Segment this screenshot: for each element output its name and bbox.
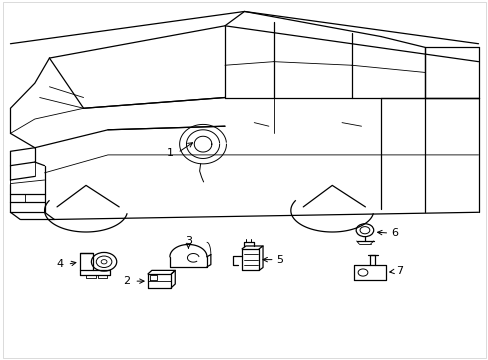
Circle shape: [357, 269, 367, 276]
Text: 3: 3: [184, 237, 191, 246]
Circle shape: [101, 260, 107, 264]
Circle shape: [355, 224, 373, 237]
Text: 1: 1: [166, 148, 173, 158]
Text: 5: 5: [276, 255, 283, 265]
Circle shape: [91, 252, 117, 271]
Text: 7: 7: [395, 266, 402, 276]
Text: 6: 6: [390, 228, 397, 238]
Circle shape: [96, 256, 112, 267]
Text: 2: 2: [122, 276, 130, 286]
Text: 4: 4: [56, 259, 63, 269]
Circle shape: [359, 226, 369, 234]
